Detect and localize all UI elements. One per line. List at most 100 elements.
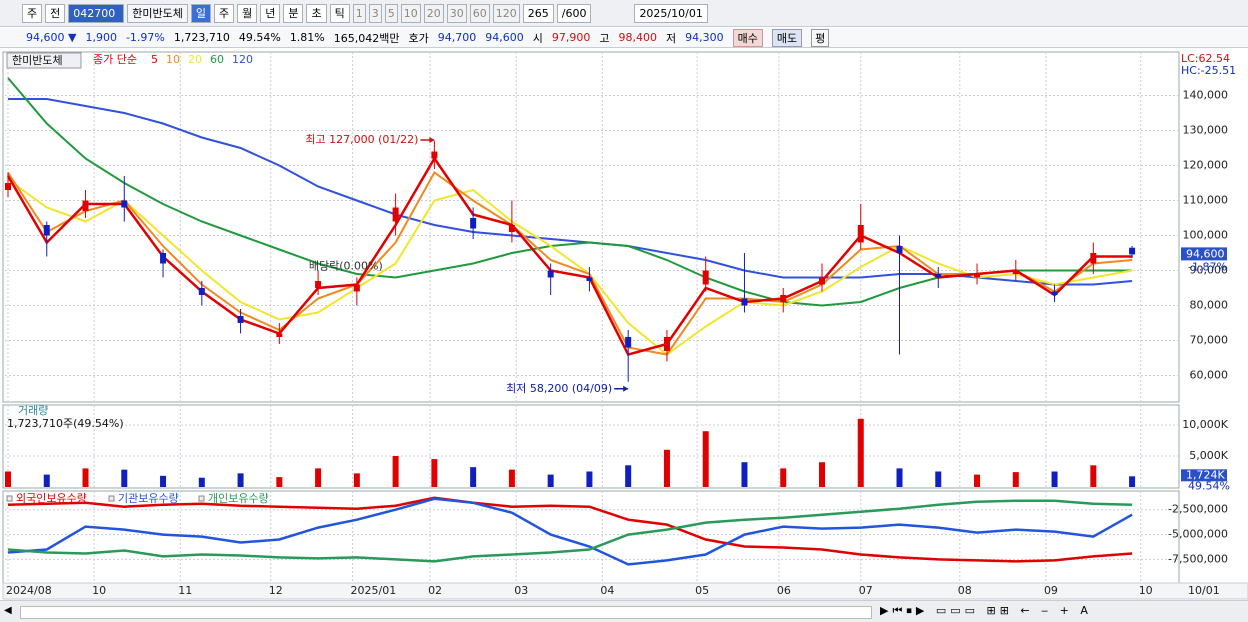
toolbar-item[interactable]: 2025/10/01: [634, 3, 708, 23]
volume-bar: [43, 474, 50, 487]
y-tick-label: 120,000: [1183, 159, 1229, 172]
candle-body: [1051, 291, 1058, 295]
x-tick-label: 12: [269, 584, 283, 597]
candle-body: [935, 273, 942, 278]
toolbar-item[interactable]: 전: [45, 3, 66, 23]
x-tick-label: 06: [777, 584, 791, 597]
toolbar-item[interactable]: 틱: [329, 3, 350, 23]
legend-item: 20: [188, 53, 202, 66]
volume-bar: [160, 475, 167, 487]
y-tick-label: 70,000: [1190, 333, 1229, 346]
candle-body: [392, 207, 399, 222]
y-tick-label: 80,000: [1190, 298, 1229, 311]
quote-item: 94,600: [485, 31, 524, 44]
volume-bar: [198, 477, 205, 487]
legend-item: 외국인보유수량: [16, 492, 87, 505]
toolbar-item[interactable]: 1: [352, 3, 366, 23]
scroll-track[interactable]: [20, 606, 872, 619]
hc-label: HC:-25.51: [1181, 64, 1236, 77]
volume-bar: [857, 418, 864, 487]
legend-item: 60: [210, 53, 224, 66]
quote-item[interactable]: 평: [811, 28, 830, 47]
volume-bar: [353, 473, 360, 487]
quote-item: 98,400: [618, 31, 658, 44]
volume-bar: [1129, 476, 1136, 487]
volume-bar: [663, 449, 670, 487]
volume-bar: [547, 474, 554, 487]
last-volume-box: [1181, 469, 1227, 482]
toolbar-item[interactable]: 한미반도체: [127, 3, 188, 23]
toolbar-item[interactable]: 265: [522, 3, 554, 23]
x-tick-label: 2024/08: [6, 584, 52, 597]
volume-bar: [974, 474, 981, 487]
quote-item[interactable]: 매도: [771, 28, 803, 47]
candle-body: [702, 270, 709, 285]
quote-item: 49.54%: [238, 31, 281, 44]
legend-swatch: [198, 495, 205, 502]
quote-item: 1,723,710: [173, 31, 230, 44]
candle-body: [470, 218, 477, 229]
toolbar-item[interactable]: 초: [306, 3, 327, 23]
x-tick-label: 10: [1139, 584, 1153, 597]
volume-bar: [586, 471, 593, 487]
last-change-label: -1.87%: [1188, 260, 1227, 273]
candle-body: [586, 277, 593, 281]
candle-body: [82, 200, 89, 212]
y-tick-label: 5,000K: [1189, 449, 1228, 462]
candle-body: [198, 287, 205, 295]
series-line: [7, 496, 1133, 563]
y-tick-label: 60,000: [1190, 368, 1229, 381]
toolbar-item[interactable]: 일: [190, 3, 211, 23]
legend-title-box: [6, 52, 82, 69]
scroll-controls[interactable]: ▶⏮⏹▶ ▭▭▭ ⊞⊞ ← ‒ + A: [880, 604, 1092, 617]
toolbar-item[interactable]: 주: [22, 3, 43, 23]
y-tick-label: -5,000,000: [1168, 528, 1228, 541]
legend-swatch: [108, 495, 115, 502]
quote-item: 94,300: [685, 31, 724, 44]
toolbar-item[interactable]: 10: [400, 3, 421, 23]
quote-item: 1,900: [85, 31, 117, 44]
volume-bar: [896, 468, 903, 487]
series-line: [7, 497, 1133, 566]
volume-bar: [121, 469, 128, 487]
scroll-left[interactable]: ◀: [4, 605, 12, 616]
volume-bar: [431, 459, 438, 487]
toolbar-item[interactable]: 042700: [68, 3, 125, 23]
toolbar-item[interactable]: 주: [213, 3, 235, 23]
volume-bar: [818, 462, 825, 487]
toolbar-item[interactable]: 20: [423, 3, 444, 23]
legend-item: 10: [166, 53, 180, 66]
volume-bar: [237, 473, 244, 487]
volume-bar: [625, 465, 632, 487]
panel-subtitle: 1,723,710주(49.54%): [7, 417, 124, 430]
candle-body: [431, 151, 438, 159]
candle-body: [625, 336, 632, 348]
toolbar-item[interactable]: /600: [556, 3, 592, 23]
toolbar-item[interactable]: 120: [492, 3, 520, 23]
quote-item: 저: [666, 31, 677, 45]
toolbar-item[interactable]: 월: [237, 3, 258, 23]
volume-bar: [392, 455, 399, 487]
candle-body: [160, 252, 167, 264]
last-price-box: [1181, 247, 1227, 261]
y-tick-label: -2,500,000: [1168, 503, 1228, 516]
quote-item[interactable]: 매수: [732, 28, 763, 47]
x-tick-label: 2025/01: [351, 584, 397, 597]
toolbar-item[interactable]: 60: [469, 3, 490, 23]
candle-body: [547, 270, 554, 278]
toolbar-item[interactable]: 5: [384, 3, 398, 23]
toolbar-item[interactable]: 분: [283, 3, 304, 23]
scrollbar[interactable]: ◀ ▶⏮⏹▶ ▭▭▭ ⊞⊞ ← ‒ + A: [0, 600, 1248, 622]
toolbar-item[interactable]: 3: [368, 3, 382, 23]
legend-prefix: 종가 단순: [93, 53, 137, 66]
candle-body: [857, 225, 864, 243]
candle-body: [121, 200, 128, 208]
legend-swatch: [6, 495, 13, 502]
series-line: [7, 178, 1133, 356]
toolbar-item[interactable]: 30: [446, 3, 467, 23]
candle-body: [43, 225, 50, 236]
volume-bar: [1051, 471, 1058, 487]
quote-item: 94,700: [437, 31, 477, 44]
toolbar-item[interactable]: 년: [260, 3, 281, 23]
candle-body: [818, 277, 825, 285]
